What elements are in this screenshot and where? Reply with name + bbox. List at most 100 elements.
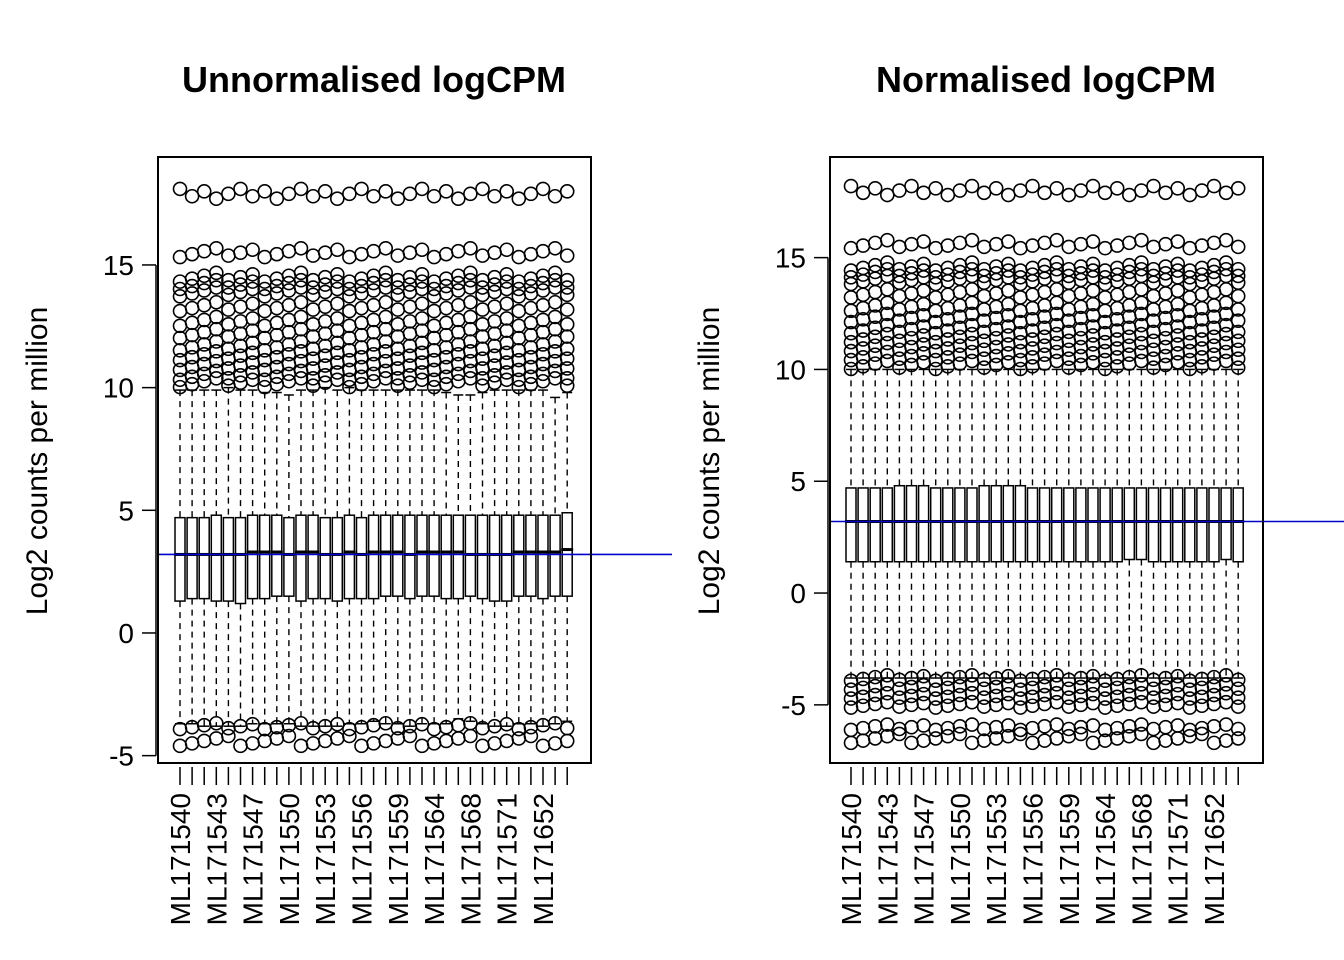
- outlier-point: [329, 311, 345, 326]
- y-tick-label: 0: [118, 618, 134, 649]
- outlier-point: [523, 186, 539, 202]
- outlier-point: [329, 274, 345, 289]
- chart-title: Normalised logCPM: [876, 59, 1216, 100]
- outlier-point: [1000, 234, 1016, 249]
- outlier-point: [1085, 263, 1101, 278]
- outlier-point: [233, 181, 248, 197]
- outlier-point: [928, 181, 944, 196]
- outlier-point: [329, 716, 345, 732]
- box: [428, 514, 440, 597]
- outlier-point: [209, 265, 224, 281]
- outlier-point: [209, 294, 224, 310]
- outlier-point: [547, 294, 563, 310]
- outlier-point: [390, 191, 406, 207]
- outlier-point: [378, 272, 394, 288]
- outlier-point: [499, 311, 515, 326]
- outlier-point: [1230, 731, 1246, 746]
- outlier-point: [916, 234, 931, 249]
- box: [343, 514, 356, 600]
- outlier-point: [1230, 239, 1246, 255]
- x-tick-label: ML171547: [238, 793, 269, 925]
- outlier-point: [511, 191, 527, 207]
- outlier-point: [499, 184, 515, 199]
- outlier-point: [916, 263, 931, 278]
- box: [1171, 487, 1184, 563]
- outlier-point: [499, 296, 515, 312]
- box: [513, 514, 525, 597]
- outlier-point: [329, 296, 345, 312]
- chart-title: Unnormalised logCPM: [182, 59, 566, 100]
- outlier-point: [1230, 333, 1246, 349]
- box: [1111, 487, 1123, 563]
- outlier-point: [329, 372, 345, 388]
- plot-area: -5 0 5 10 15 ML171540 ML171543 ML171547 ML171550…: [103, 181, 672, 925]
- outlier-point: [879, 255, 895, 270]
- outlier-point: [1085, 256, 1101, 272]
- box: [234, 516, 247, 605]
- outlier-point: [293, 309, 309, 325]
- outlier-point: [463, 240, 478, 256]
- outlier-point: [209, 309, 224, 325]
- outlier-point: [499, 372, 515, 388]
- box: [392, 514, 404, 597]
- outlier-point: [402, 186, 418, 202]
- box: [307, 514, 319, 600]
- box: [186, 516, 198, 600]
- box: [990, 484, 1002, 563]
- outlier-point: [329, 266, 345, 282]
- outlier-point: [547, 309, 563, 325]
- box: [1075, 487, 1087, 563]
- x-tick-label: ML171559: [1054, 793, 1085, 925]
- outlier-point: [463, 728, 478, 744]
- outlier-point: [487, 188, 502, 204]
- outlier-point: [463, 309, 478, 325]
- y-tick-label: 15: [103, 250, 134, 281]
- outlier-point: [342, 186, 357, 202]
- y-tick-label: 10: [775, 354, 806, 385]
- box: [1099, 487, 1111, 563]
- outlier-point: [245, 372, 260, 388]
- y-tick-label: 5: [790, 466, 806, 497]
- outlier-point: [1230, 690, 1246, 706]
- outlier-point: [916, 256, 931, 272]
- outlier-point: [329, 281, 345, 297]
- outlier-point: [414, 242, 430, 258]
- box: [452, 514, 465, 600]
- box: [1159, 487, 1172, 563]
- outlier-point: [559, 272, 575, 288]
- outlier-point: [329, 191, 345, 207]
- box: [295, 514, 307, 602]
- outlier-point: [1230, 351, 1246, 367]
- outlier-point: [245, 311, 260, 326]
- outlier-point: [414, 266, 430, 282]
- box: [845, 487, 857, 563]
- outlier-point: [293, 272, 309, 288]
- y-tick-label: 10: [103, 373, 134, 404]
- outlier-point: [547, 265, 563, 281]
- box: [283, 516, 295, 597]
- outlier-point: [281, 728, 297, 744]
- outlier-point: [1230, 324, 1246, 340]
- outlier-point: [1049, 261, 1064, 277]
- box: [954, 487, 966, 563]
- outlier-point: [438, 184, 454, 199]
- chart-panel-normalised: Normalised logCPM Log2 counts per millio…: [693, 59, 1344, 925]
- outlier-point: [1109, 181, 1125, 196]
- outlier-point: [1170, 234, 1185, 249]
- outlier-point: [463, 371, 478, 386]
- outlier-point: [964, 261, 980, 277]
- outlier-point: [450, 191, 466, 207]
- box: [198, 516, 210, 600]
- outlier-point: [1000, 256, 1016, 272]
- outlier-point: [1230, 699, 1246, 714]
- x-tick-label: ML171564: [419, 793, 450, 925]
- outlier-point: [209, 191, 224, 207]
- outlier-point: [499, 266, 515, 282]
- x-tick-label: ML171652: [1199, 793, 1230, 925]
- outlier-point: [499, 242, 515, 258]
- outlier-point: [463, 294, 478, 310]
- outlier-point: [354, 181, 369, 197]
- box: [500, 514, 513, 602]
- x-tick-label: ML171564: [1090, 793, 1121, 925]
